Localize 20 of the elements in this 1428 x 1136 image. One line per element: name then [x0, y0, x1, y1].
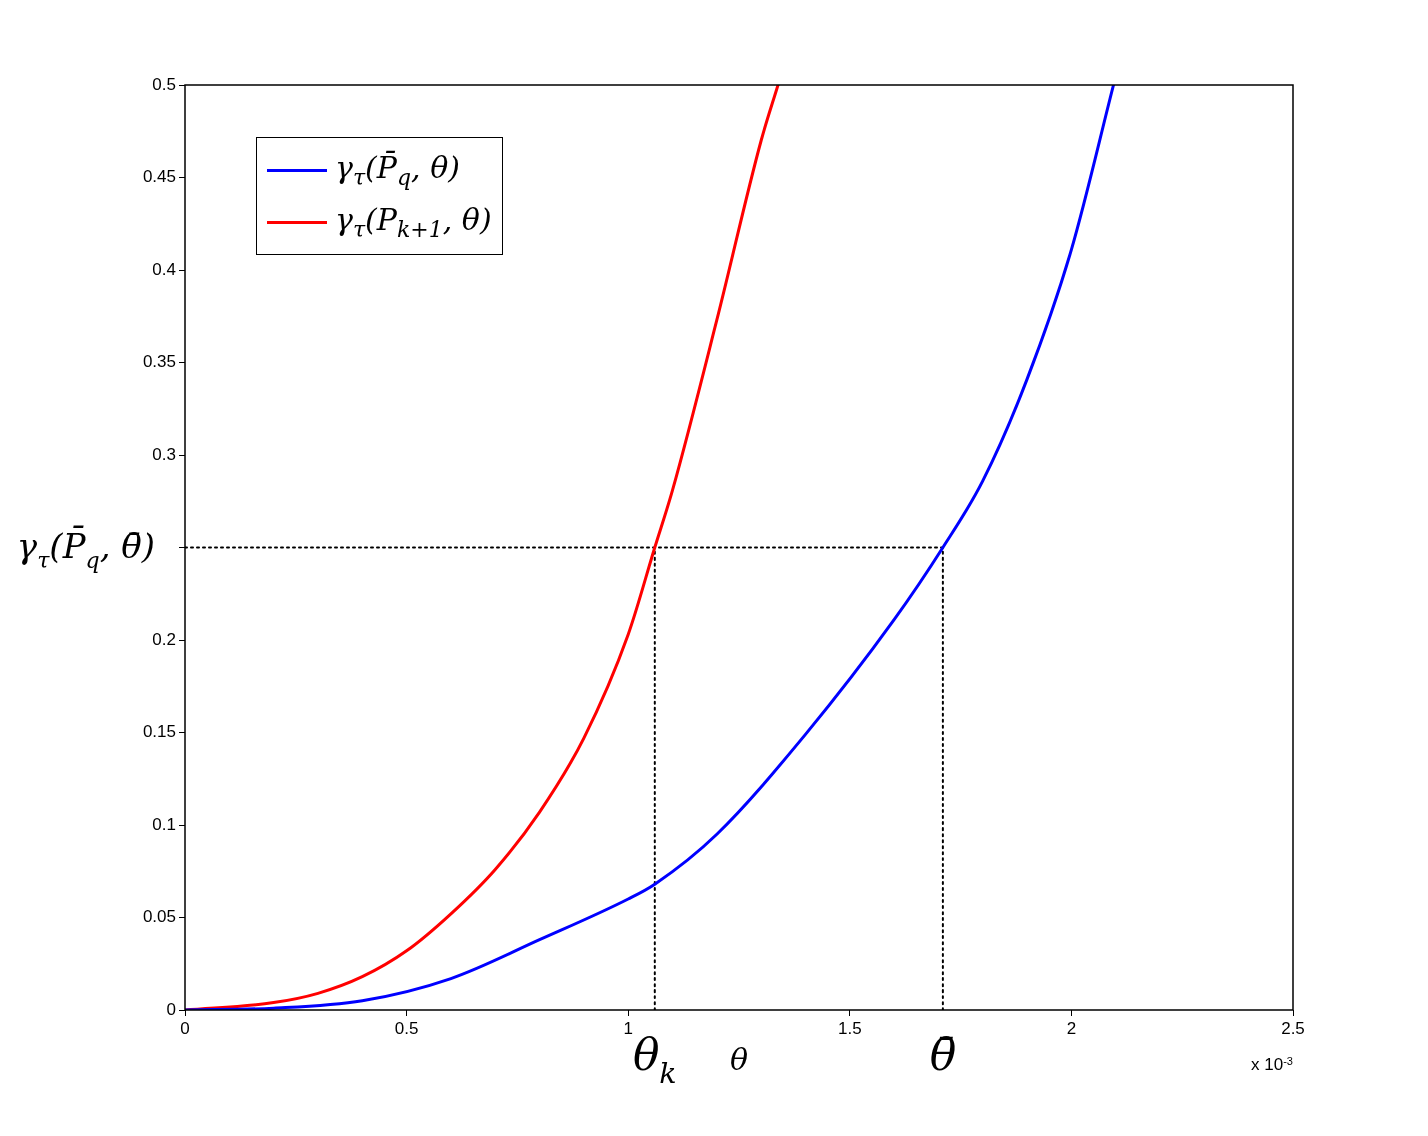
- x-tick-label: 2: [1066, 1018, 1077, 1038]
- y-tick-label: 0.35: [142, 352, 176, 372]
- y-tick-label: 0.3: [152, 444, 176, 464]
- y-tick-label: 0.05: [142, 907, 176, 927]
- x-tick-label: 0: [180, 1018, 190, 1038]
- legend-label: γ$_{τ}$(P$_{k+1}$, θ): [335, 202, 492, 242]
- y-tick-label: 0.45: [142, 167, 176, 187]
- x-axis-title: θ: [729, 1042, 749, 1077]
- x-tick-label: 1.5: [837, 1018, 862, 1038]
- x-tick-label: 1: [623, 1018, 633, 1038]
- y-tick-label: 0.2: [152, 629, 176, 649]
- y-tick-label: 0.1: [152, 814, 176, 834]
- y-tick-label: 0.15: [142, 722, 176, 742]
- annotation: θ̄: [929, 1029, 957, 1080]
- x-tick-label: 0.5: [394, 1018, 419, 1038]
- y-tick-label: 0.4: [152, 259, 176, 279]
- x-tick-label: 2.5: [1281, 1018, 1305, 1038]
- y-tick-label: 0.5: [152, 74, 176, 94]
- legend-label: γ$_{τ}$(P̄$_{q}$, θ): [335, 150, 460, 190]
- y-tick-label: 0: [166, 999, 176, 1019]
